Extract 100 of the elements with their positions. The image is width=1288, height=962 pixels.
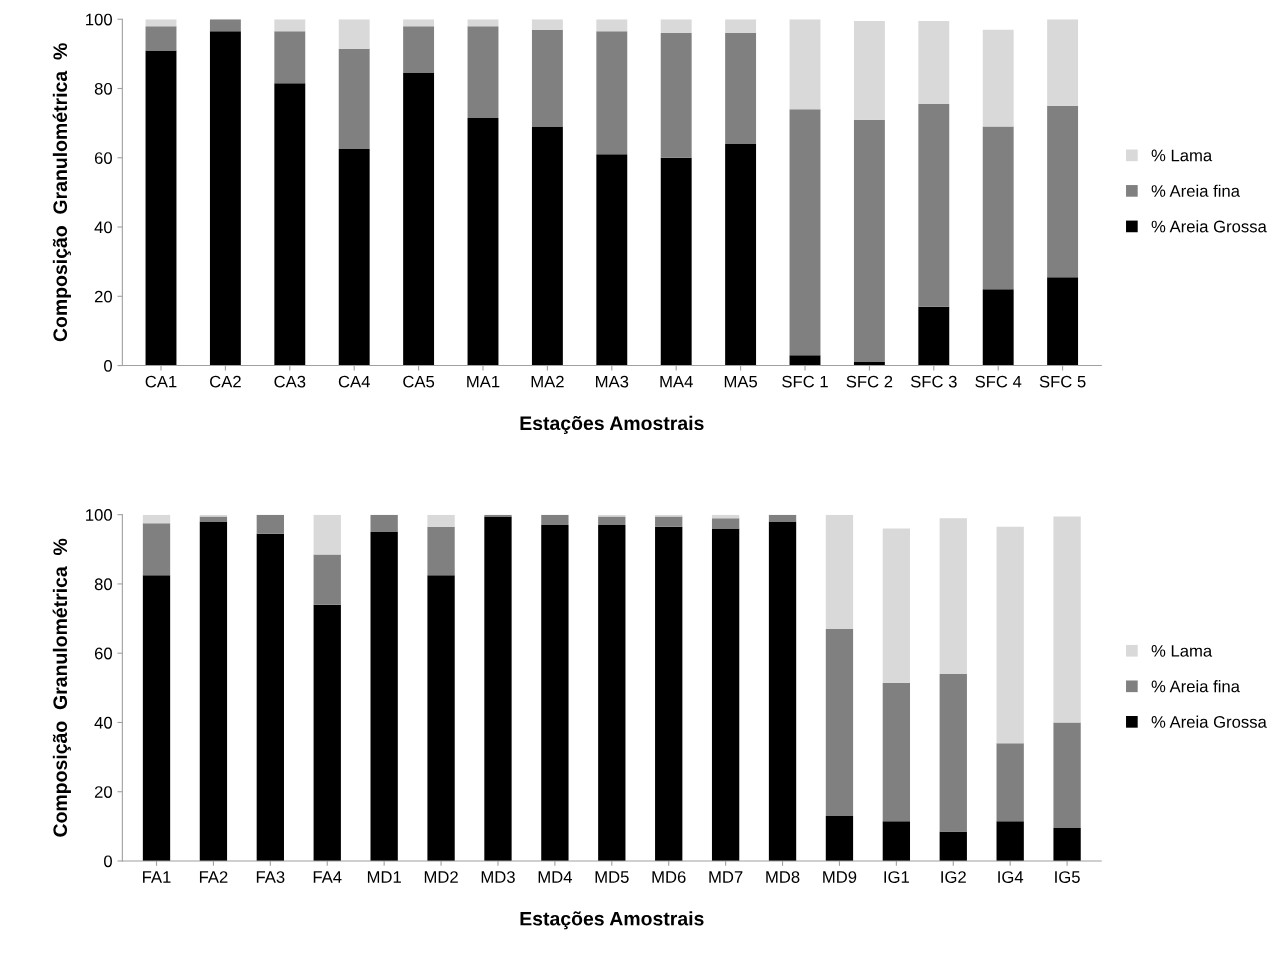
y-tick-label: 40	[94, 221, 112, 234]
bar	[939, 518, 967, 674]
bar	[882, 528, 911, 683]
bar	[427, 514, 455, 527]
bar	[531, 29, 563, 127]
x-tick-label: MA3	[596, 375, 629, 388]
bar	[427, 575, 455, 861]
bar	[370, 531, 398, 861]
x-tick-label: FA1	[143, 871, 171, 883]
x-tick-label: SFC 4	[975, 375, 1022, 388]
x-tick-label: MA5	[724, 375, 758, 388]
bar	[467, 26, 499, 118]
bar	[660, 33, 692, 158]
legend-label: % Areia fina	[1151, 184, 1240, 197]
x-tick-label: SFC 5	[1039, 375, 1086, 388]
bar	[918, 20, 950, 105]
bar	[982, 126, 1014, 290]
x-tick-label: CA4	[338, 375, 370, 388]
x-tick-label: CA5	[403, 375, 435, 388]
x-tick-label: MD6	[652, 871, 686, 883]
bar	[725, 143, 757, 366]
bar	[274, 19, 306, 32]
bar	[725, 19, 757, 34]
bar	[1047, 105, 1079, 278]
bar	[711, 528, 740, 861]
bar	[996, 743, 1024, 822]
x-tick-label: FA2	[199, 871, 228, 883]
bar	[313, 514, 341, 555]
bar	[541, 525, 569, 861]
bar	[598, 516, 626, 526]
bar	[338, 48, 370, 150]
bar	[142, 575, 171, 861]
x-tick-label: MD4	[538, 871, 572, 883]
bar	[768, 521, 797, 861]
bar	[531, 19, 563, 30]
bar	[338, 149, 370, 366]
bar	[853, 119, 885, 363]
bar	[541, 514, 569, 526]
legend-label: % Areia Grossa	[1151, 715, 1267, 728]
bar	[484, 516, 512, 861]
bar	[982, 29, 1014, 127]
bar	[918, 104, 950, 307]
bar	[1053, 516, 1081, 723]
x-tick-label: CA1	[145, 375, 177, 388]
bar	[882, 682, 911, 822]
legend-label: % Areia fina	[1151, 680, 1240, 693]
bar	[209, 31, 241, 366]
y-tick-label: 20	[94, 290, 112, 303]
y-axis-title: Composição Granulométrica %	[52, 43, 71, 342]
x-tick-label: SFC 1	[782, 375, 828, 388]
bar	[313, 604, 341, 861]
x-tick-label: CA3	[274, 375, 306, 388]
y-tick-label: 80	[94, 82, 112, 95]
bar	[313, 554, 341, 605]
y-tick-label: 0	[104, 359, 112, 372]
x-tick-label: MD9	[823, 871, 857, 883]
x-tick-label: MA2	[531, 375, 564, 388]
x-tick-label: MD3	[481, 871, 515, 883]
x-tick-label: IG5	[1055, 871, 1080, 883]
legend-label: % Lama	[1151, 149, 1213, 162]
bar	[596, 19, 628, 32]
x-tick-label: IG1	[884, 871, 909, 883]
x-tick-label: SFC 3	[910, 375, 957, 388]
bar	[274, 31, 306, 84]
x-tick-label: IG4	[998, 871, 1024, 883]
bar	[918, 306, 950, 366]
bar	[996, 821, 1024, 861]
x-tick-label: MD2	[424, 871, 458, 883]
bar	[1053, 828, 1081, 861]
x-tick-label: MD1	[367, 871, 401, 883]
bar	[789, 19, 821, 110]
bar	[1047, 277, 1079, 366]
y-tick-label: 60	[94, 152, 112, 164]
bar	[825, 514, 854, 629]
x-axis-title: Estações Amostrais	[520, 415, 704, 434]
bar	[142, 523, 171, 576]
y-tick-label: 0	[104, 855, 112, 868]
bar	[256, 514, 284, 534]
bar	[882, 821, 911, 861]
x-tick-label: FA4	[313, 871, 342, 883]
x-tick-label: MD5	[595, 871, 629, 883]
bar	[403, 72, 435, 366]
bar	[655, 526, 683, 861]
y-tick-label: 40	[94, 716, 112, 729]
bar	[531, 126, 563, 366]
legend-label: % Areia Grossa	[1151, 220, 1267, 233]
bar	[725, 33, 757, 144]
bar	[789, 109, 821, 356]
bar	[427, 526, 455, 576]
bar	[660, 19, 692, 34]
y-tick-label: 20	[94, 786, 112, 798]
x-axis-title: Estações Amostrais	[520, 911, 704, 930]
bar	[338, 19, 370, 49]
bar	[142, 514, 171, 524]
bar	[274, 83, 306, 366]
bar	[655, 516, 683, 527]
bar	[596, 154, 628, 366]
bar	[939, 831, 967, 861]
bar	[145, 50, 177, 366]
x-tick-label: MA4	[660, 375, 693, 388]
